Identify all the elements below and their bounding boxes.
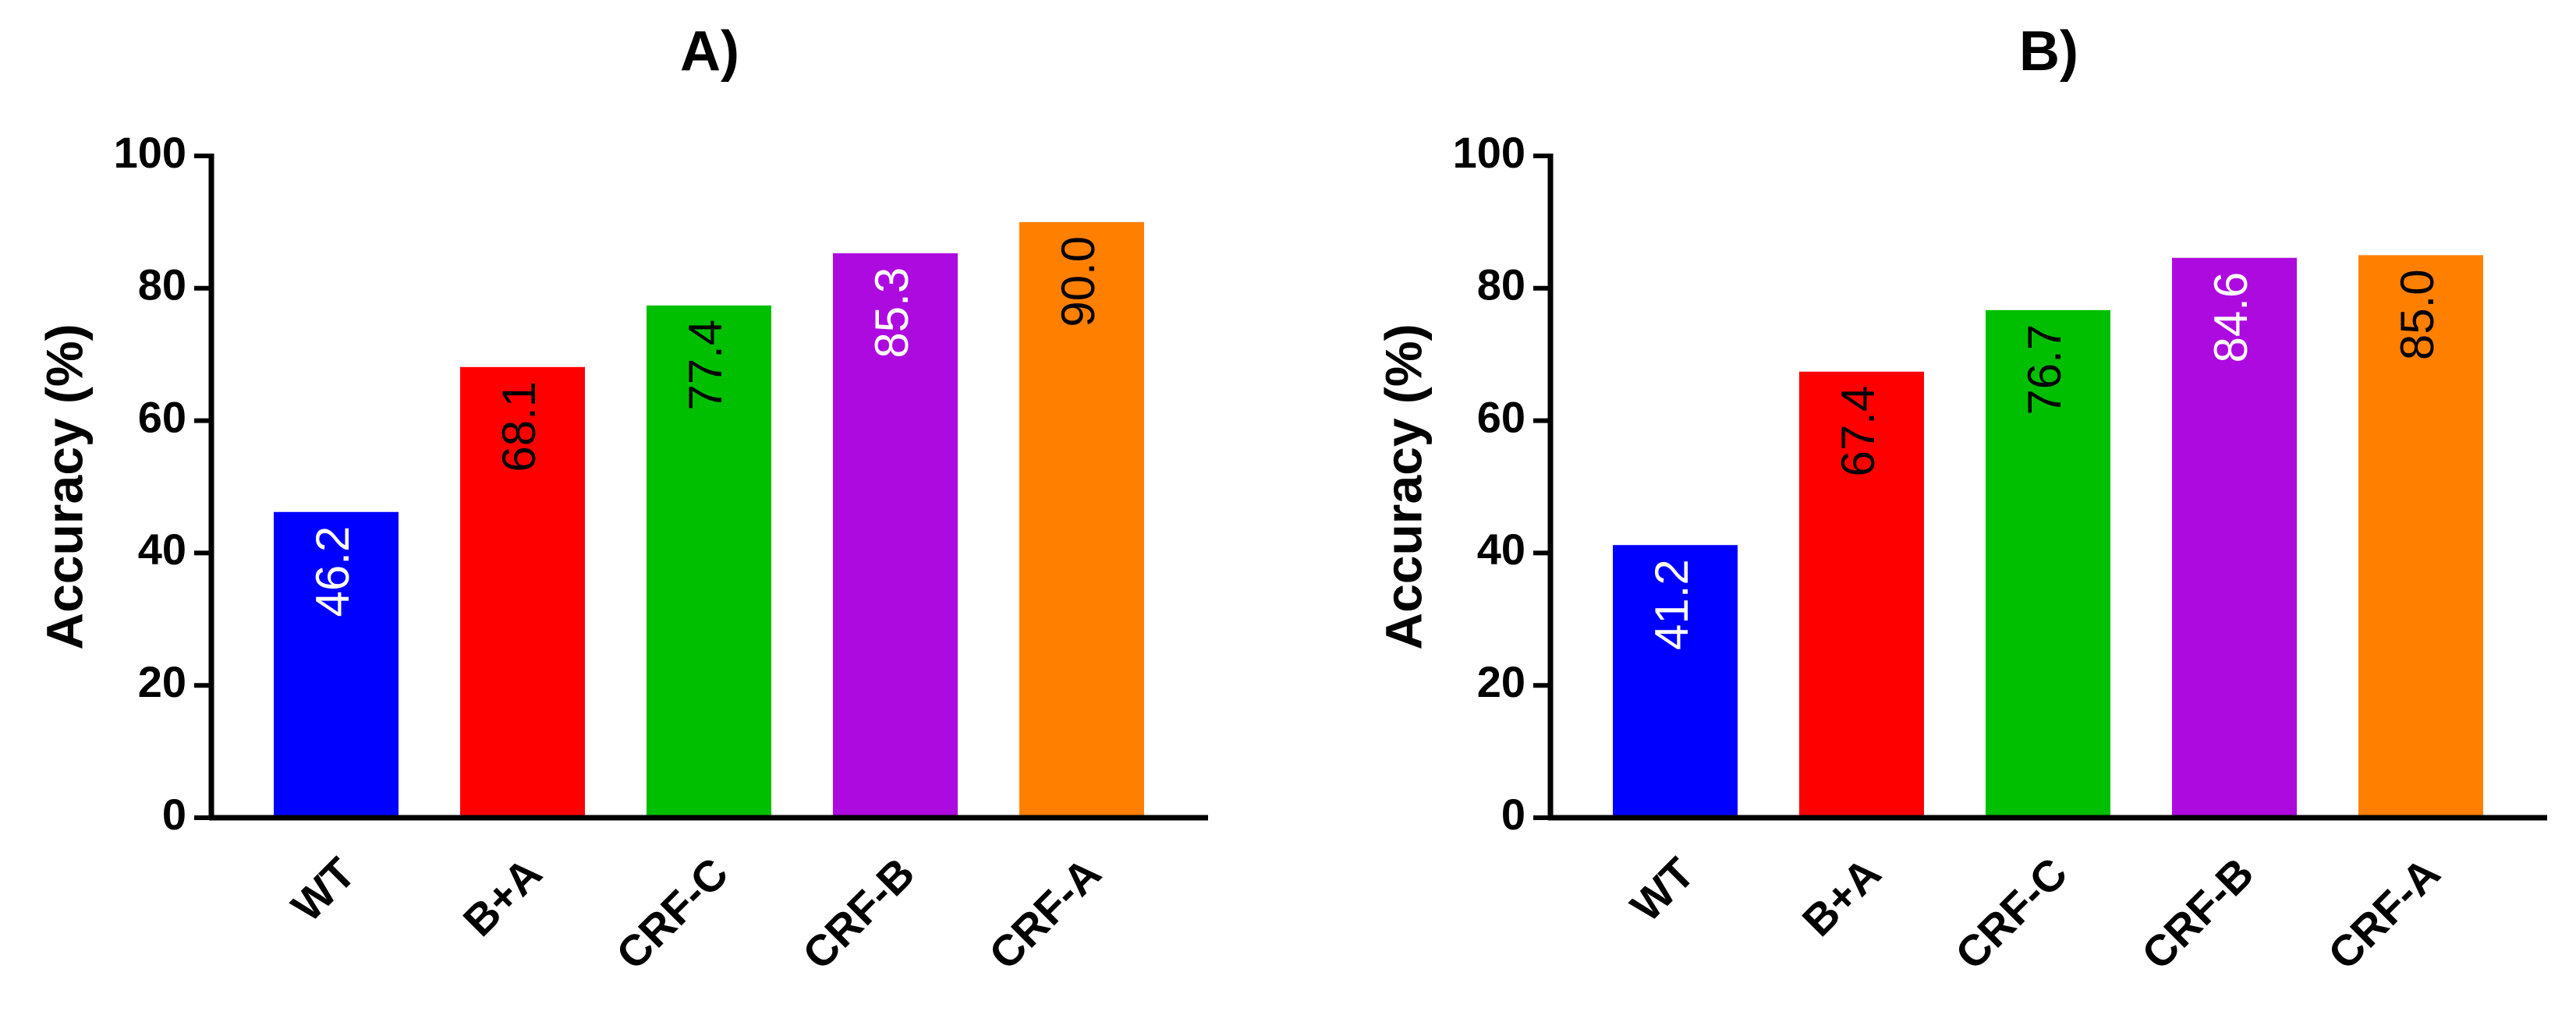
bar-value-label: 46.2 <box>306 526 359 617</box>
bar <box>833 253 958 819</box>
bar <box>1019 221 1144 818</box>
bar-value-label: 68.1 <box>493 381 545 472</box>
y-tick-label: 20 <box>1477 657 1525 706</box>
y-tick-label: 40 <box>138 525 186 574</box>
bar <box>1799 371 1924 818</box>
y-axis-label: Accuracy (%) <box>1374 324 1432 649</box>
x-tick-label: B+A <box>1793 848 1890 946</box>
bar <box>2172 257 2297 819</box>
bar-value-label: 41.2 <box>1646 559 1698 650</box>
bar <box>1613 545 1738 818</box>
bar-value-label: 67.4 <box>1832 386 1884 477</box>
chart-panel-a: A) Accuracy (%) 46.2 WT 68.1 B+A 77.4 CRF-C 85… <box>35 20 1208 979</box>
x-tick-label: CRF-A <box>2319 848 2450 979</box>
y-tick-label: 0 <box>162 790 186 839</box>
chart-panel-b: B) Accuracy (%) 41.2 WT 67.4 B+A 76.7 CRF-C 84… <box>1374 20 2547 979</box>
y-tick-label: 20 <box>138 657 186 706</box>
bar-value-label: 90.0 <box>1052 236 1104 327</box>
chart-title: B) <box>2019 20 2078 83</box>
y-tick-label: 100 <box>1453 128 1525 177</box>
x-tick-label: WT <box>1621 848 1703 931</box>
bar-value-label: 76.7 <box>2018 324 2071 415</box>
y-tick-label: 100 <box>114 128 186 177</box>
y-tick-label: 80 <box>138 260 186 309</box>
bar-value-label: 77.4 <box>679 320 732 411</box>
bar <box>647 305 771 818</box>
chart-title: A) <box>680 20 739 83</box>
x-tick-label: CRF-C <box>1946 848 2077 979</box>
y-tick-label: 60 <box>138 392 186 441</box>
x-tick-label: CRF-B <box>2132 848 2263 979</box>
x-tick-label: CRF-C <box>607 848 738 979</box>
bar-value-label: 85.0 <box>2391 269 2443 360</box>
bar <box>274 511 399 818</box>
x-tick-label: CRF-A <box>980 848 1111 979</box>
y-axis-label: Accuracy (%) <box>35 324 93 649</box>
y-tick-label: 60 <box>1477 392 1525 441</box>
y-tick-label: 80 <box>1477 260 1525 309</box>
x-tick-label: WT <box>282 848 364 931</box>
y-tick-label: 40 <box>1477 525 1525 574</box>
x-tick-label: CRF-B <box>793 848 924 979</box>
bar <box>1986 309 2110 818</box>
bar-value-label: 85.3 <box>866 267 918 359</box>
bar-value-label: 84.6 <box>2205 272 2257 363</box>
bar <box>460 366 585 818</box>
y-tick-label: 0 <box>1501 790 1525 839</box>
x-tick-label: B+A <box>454 848 551 946</box>
bar <box>2358 255 2483 819</box>
